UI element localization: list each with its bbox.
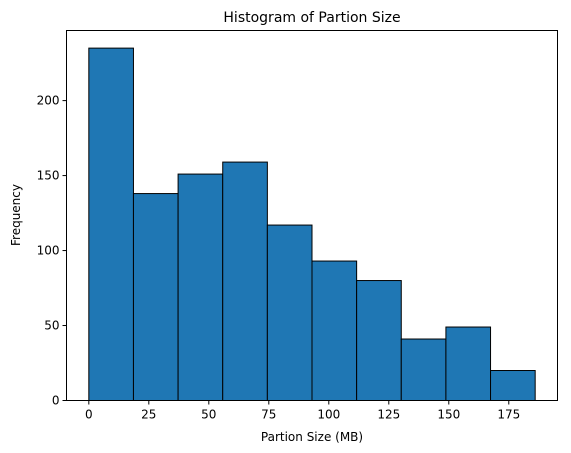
histogram-bar-7 [356,280,402,401]
y-tick-label: 100 [37,244,60,258]
histogram-bar-4 [222,161,268,401]
x-tick-label: 100 [317,408,340,422]
histogram-bar-3 [177,173,224,401]
y-tick-label: 50 [44,319,59,333]
y-tick-label: 0 [52,394,60,408]
plot-frame [66,30,558,401]
histogram-bar-5 [266,224,313,401]
x-tick-label: 175 [497,408,520,422]
y-tick-label: 200 [37,94,60,108]
histogram-bar-6 [311,260,358,401]
histogram-bar-9 [445,326,492,401]
histogram-bar-1 [88,47,134,401]
bars-group [88,47,536,402]
x-tick-label: 0 [85,408,93,422]
x-axis-label: Partion Size (MB) [261,430,363,444]
x-tick-label: 150 [437,408,460,422]
x-tick-label: 25 [141,408,156,422]
y-axis-label: Frequency [9,184,23,246]
histogram-bar-8 [400,338,447,402]
x-tick-label: 125 [377,408,400,422]
histogram-bar-2 [132,193,179,401]
x-tick-label: 75 [261,408,276,422]
y-axis-ticks: 0 50 100 150 200 [37,94,67,408]
x-tick-label: 50 [201,408,216,422]
y-tick-label: 150 [37,169,60,183]
chart-title: Histogram of Partion Size [223,10,400,26]
x-axis-ticks: 0 25 50 75 100 125 150 175 [85,400,520,422]
histogram-bar-10 [490,370,536,401]
